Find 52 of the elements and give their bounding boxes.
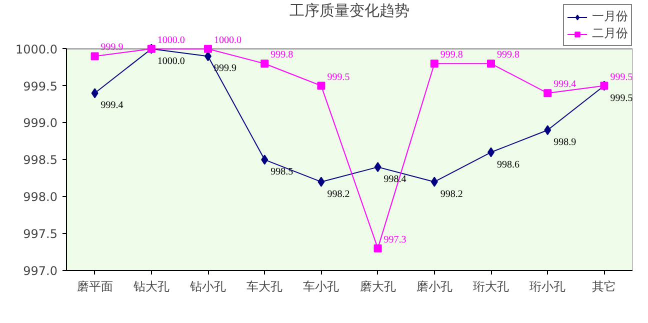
point xyxy=(374,162,382,172)
data-label: 998.5 xyxy=(270,166,294,178)
chart-title: 工序质量变化趋势 xyxy=(290,2,410,20)
point xyxy=(204,44,212,53)
data-label: 999.5 xyxy=(610,72,633,83)
point xyxy=(430,60,438,68)
x-tick-label: 钻小孔 xyxy=(189,280,226,294)
data-label: 999.4 xyxy=(554,79,576,90)
point xyxy=(90,52,99,60)
y-tick-label: 998.0 xyxy=(23,190,58,204)
y-tick-label: 1000.0 xyxy=(16,42,58,56)
point xyxy=(374,244,382,252)
x-tick-label: 车大孔 xyxy=(246,280,283,294)
x-tick-label: 磨平面 xyxy=(76,280,113,294)
data-label: 1000.0 xyxy=(157,56,185,67)
legend-label: 一月份 xyxy=(592,8,628,25)
point xyxy=(261,154,268,165)
x-tick-label: 珩小孔 xyxy=(530,280,566,294)
point xyxy=(430,176,438,187)
point xyxy=(318,176,325,187)
y-tick-label: 999.0 xyxy=(23,116,58,130)
data-label: 999.9 xyxy=(100,42,124,54)
data-label: 999.5 xyxy=(327,72,350,83)
y-tick-label: 997.5 xyxy=(23,227,58,242)
x-tick-label: 钻大孔 xyxy=(132,280,170,294)
data-label: 998.2 xyxy=(440,188,463,200)
point xyxy=(260,60,269,68)
point xyxy=(487,60,495,68)
x-tick-label: 其它 xyxy=(592,280,616,294)
x-tick-label: 磨小孔 xyxy=(416,280,452,294)
y-tick-label: 998.5 xyxy=(23,153,58,168)
y-tick-label: 997.0 xyxy=(23,264,58,278)
x-tick-label: 磨大孔 xyxy=(360,280,396,294)
data-label: 998.6 xyxy=(497,159,520,170)
data-label: 998.2 xyxy=(327,188,350,200)
data-label: 1000.0 xyxy=(157,34,185,46)
point xyxy=(544,125,552,136)
data-label: 1000.0 xyxy=(214,34,242,46)
x-tick-label: 车小孔 xyxy=(303,280,340,294)
legend-label: 二月份 xyxy=(592,25,628,42)
y-tick-label: 999.5 xyxy=(23,79,58,94)
point xyxy=(544,89,552,98)
data-label: 999.8 xyxy=(440,50,463,61)
x-tick-label: 珩大孔 xyxy=(473,280,509,294)
data-label: 999.8 xyxy=(270,50,294,61)
data-label: 999.4 xyxy=(100,100,124,112)
data-label: 999.5 xyxy=(610,92,633,104)
point xyxy=(317,82,326,90)
data-label: 997.3 xyxy=(384,234,406,246)
data-label: 998.9 xyxy=(554,137,576,148)
data-label: 999.8 xyxy=(497,50,520,61)
point xyxy=(91,88,98,98)
